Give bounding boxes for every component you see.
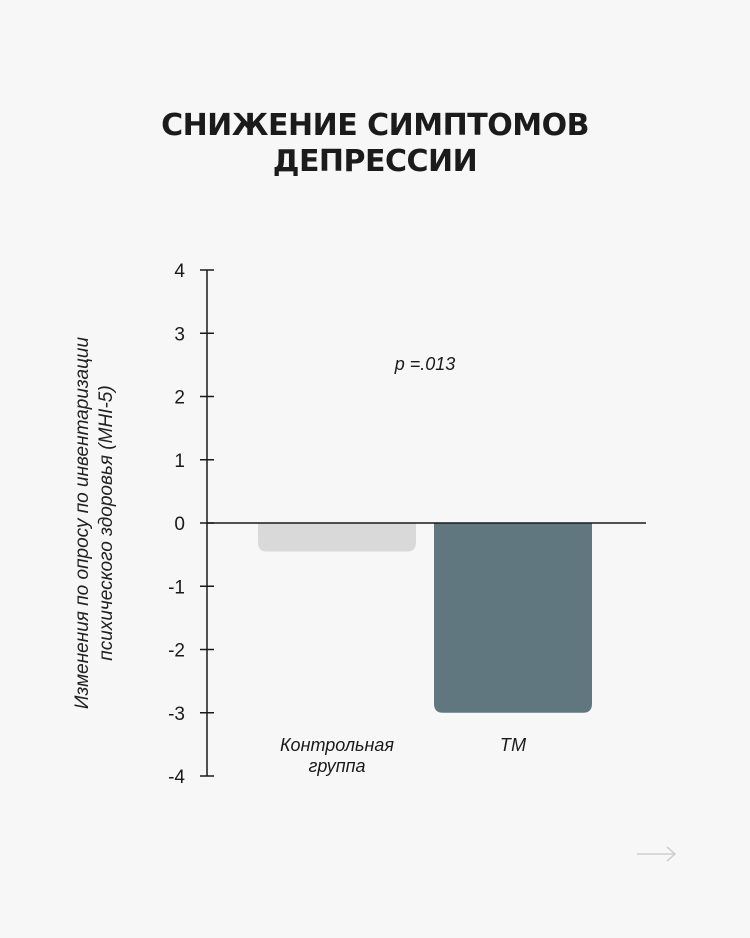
y-tick-label: -2 [168,641,185,662]
y-tick-label: 1 [174,451,185,472]
bar-2 [434,523,592,713]
y-tick-label: 3 [174,324,185,345]
y-tick-label: 2 [174,388,185,409]
y-tick-label: 4 [174,261,185,282]
bar-1 [258,523,416,552]
category-label: Контрольная [280,735,394,755]
p-value-annotation: p =.013 [394,354,456,374]
arrow-right-icon[interactable] [636,845,678,863]
y-axis-label-line-2: психического здоровья (MHI-5) [96,385,117,661]
y-tick-label: 0 [174,514,185,535]
category-label: ТМ [500,735,526,755]
y-axis-label-line-1: Изменения по опросу по инвентаризации [72,336,93,710]
title-line-2: ДЕПРЕССИИ [272,144,478,179]
y-tick-label: -3 [168,704,185,725]
y-tick-label: -1 [168,577,185,598]
chart-title: СНИЖЕНИЕ СИМПТОМОВ ДЕПРЕССИИ [0,108,750,180]
category-label: группа [308,756,365,776]
title-line-1: СНИЖЕНИЕ СИМПТОМОВ [161,108,589,143]
y-axis-label: Изменения по опросу по инвентаризации пс… [71,263,119,783]
y-tick-label: -4 [168,767,185,788]
